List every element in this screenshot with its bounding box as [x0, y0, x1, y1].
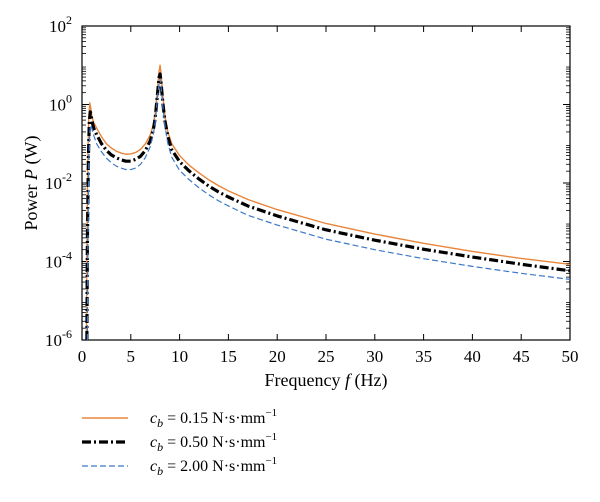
x-axis-ticks: 0 5 10 15 20 25 30 35 40 45 50 [78, 26, 579, 366]
x-tick-label: 45 [513, 347, 530, 366]
y-tick-label: 10-6 [45, 327, 72, 350]
legend: cb = 0.15 N·s·mm−1 cb = 0.50 N·s·mm−1 cb… [82, 407, 277, 478]
x-tick-label: 0 [78, 347, 87, 366]
y-tick-label: 10-2 [45, 170, 72, 193]
x-tick-label: 35 [415, 347, 432, 366]
x-tick-label: 50 [562, 347, 579, 366]
series-lines [85, 64, 570, 340]
legend-label-0: cb = 0.15 N·s·mm−1 [150, 407, 277, 430]
legend-label-1: cb = 0.50 N·s·mm−1 [150, 431, 277, 454]
x-tick-label: 40 [464, 347, 481, 366]
y-tick-label: 100 [49, 92, 72, 115]
x-axis-title: Frequency f (Hz) [265, 370, 388, 391]
x-tick-label: 5 [127, 347, 136, 366]
legend-entry: cb = 0.50 N·s·mm−1 [82, 431, 277, 454]
x-tick-label: 20 [269, 347, 286, 366]
x-tick-label: 30 [366, 347, 383, 366]
plot-frame [81, 25, 571, 341]
y-axis-ticks: 10-6 10-4 10-2 100 102 [45, 13, 570, 350]
legend-entry: cb = 2.00 N·s·mm−1 [82, 455, 277, 478]
series-line-2 [86, 78, 570, 340]
x-tick-label: 10 [171, 347, 188, 366]
series-line-0 [85, 64, 570, 340]
x-tick-label: 15 [220, 347, 237, 366]
y-tick-label: 102 [49, 13, 72, 36]
y-axis-title: Power P (W) [21, 136, 42, 231]
legend-entry: cb = 0.15 N·s·mm−1 [82, 407, 277, 430]
y-tick-label: 10-4 [45, 249, 72, 272]
legend-label-2: cb = 2.00 N·s·mm−1 [150, 455, 277, 478]
x-tick-label: 25 [318, 347, 335, 366]
series-line-1 [85, 72, 570, 340]
